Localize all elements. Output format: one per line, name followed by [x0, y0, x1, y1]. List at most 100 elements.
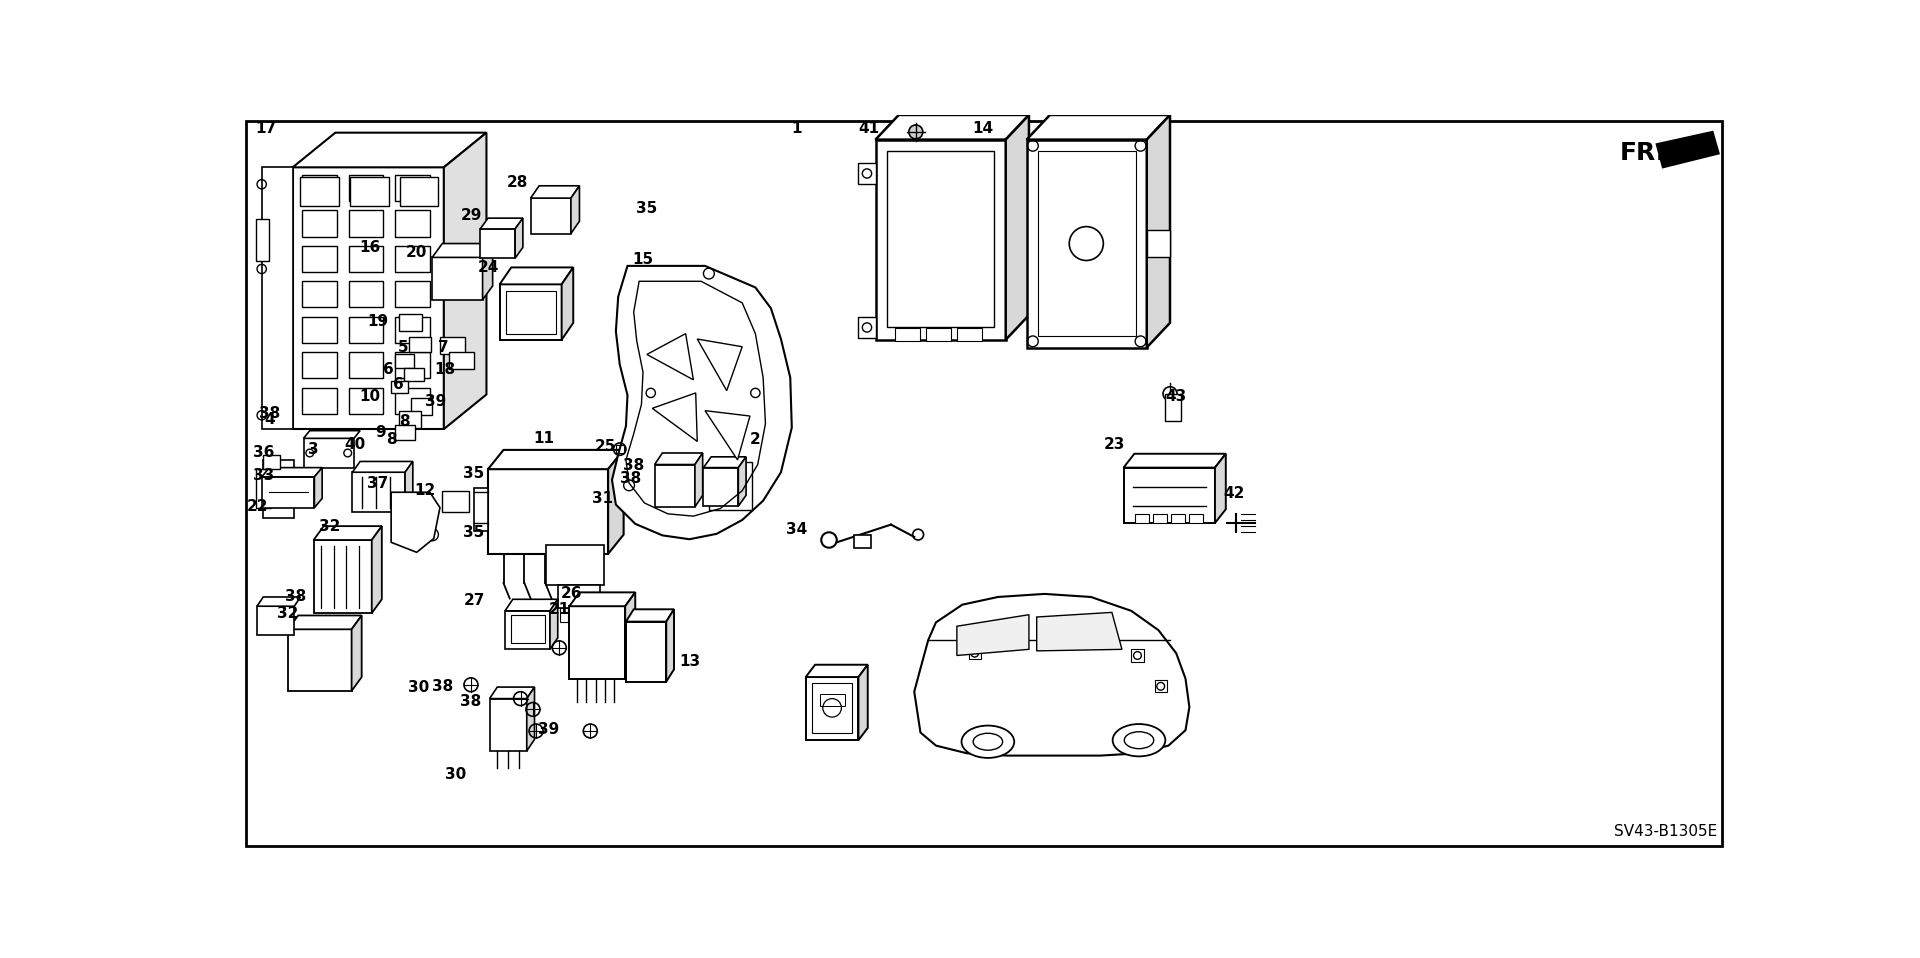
Bar [490, 698, 526, 751]
Bar [442, 490, 468, 513]
Polygon shape [261, 468, 323, 477]
Polygon shape [914, 594, 1188, 756]
Text: 11: 11 [534, 431, 555, 445]
Polygon shape [626, 592, 636, 679]
Polygon shape [292, 132, 486, 168]
Bar [616, 445, 624, 453]
Bar [858, 163, 876, 184]
Text: 31: 31 [591, 490, 612, 506]
Polygon shape [549, 600, 557, 650]
Text: 35: 35 [463, 466, 484, 481]
Bar [257, 606, 294, 635]
Polygon shape [1027, 115, 1169, 140]
Polygon shape [570, 592, 636, 606]
Polygon shape [612, 266, 791, 539]
Bar [449, 353, 474, 369]
Text: 38: 38 [620, 471, 641, 486]
Polygon shape [876, 115, 1029, 140]
Text: 39: 39 [424, 394, 445, 409]
Text: 8: 8 [399, 414, 409, 429]
Bar [409, 336, 430, 353]
Bar [349, 353, 384, 378]
Bar [530, 198, 570, 234]
Polygon shape [480, 218, 522, 229]
Bar [593, 607, 601, 622]
Text: 36: 36 [253, 445, 275, 460]
Bar [505, 290, 557, 333]
Bar [570, 606, 626, 679]
Text: 18: 18 [434, 361, 455, 376]
Text: 42: 42 [1223, 487, 1244, 501]
Ellipse shape [962, 725, 1014, 758]
Polygon shape [705, 411, 751, 460]
Bar [806, 677, 858, 741]
Ellipse shape [1125, 732, 1154, 748]
Bar [557, 584, 601, 607]
Polygon shape [858, 665, 868, 741]
Bar [411, 399, 432, 415]
Bar [499, 285, 563, 340]
Bar [405, 368, 424, 381]
Text: 30: 30 [407, 680, 428, 696]
Text: 33: 33 [253, 468, 275, 483]
Bar [887, 151, 995, 327]
Bar [292, 168, 444, 429]
Text: 19: 19 [367, 314, 388, 329]
Bar [1027, 140, 1146, 348]
Polygon shape [570, 186, 580, 234]
Bar [570, 607, 578, 622]
Polygon shape [1146, 115, 1169, 348]
Text: 26: 26 [561, 586, 582, 602]
Bar [399, 176, 438, 206]
Bar [858, 317, 876, 338]
Bar [626, 622, 666, 682]
Text: 29: 29 [461, 208, 482, 222]
Polygon shape [609, 450, 624, 554]
Bar [488, 469, 609, 554]
Polygon shape [739, 457, 747, 506]
Bar [392, 380, 409, 393]
Bar [708, 462, 751, 510]
Polygon shape [697, 339, 743, 391]
Text: 38: 38 [259, 406, 280, 422]
Bar [261, 477, 315, 508]
Text: 10: 10 [359, 389, 380, 403]
Bar [396, 175, 430, 201]
Polygon shape [526, 687, 534, 751]
Polygon shape [1215, 454, 1225, 523]
Bar [301, 211, 336, 237]
Text: 1: 1 [791, 122, 803, 136]
Text: 41: 41 [858, 122, 879, 136]
Polygon shape [405, 462, 413, 513]
Polygon shape [956, 615, 1029, 655]
Bar [703, 468, 739, 506]
Text: 30: 30 [445, 766, 467, 782]
Bar [396, 388, 430, 414]
Bar [396, 353, 430, 378]
Bar [263, 460, 294, 517]
Bar [349, 246, 384, 272]
Polygon shape [626, 609, 674, 622]
Text: 22: 22 [246, 498, 267, 513]
Bar [399, 411, 420, 428]
Bar [655, 465, 695, 507]
Bar [474, 489, 488, 531]
Text: 25: 25 [595, 439, 616, 453]
Text: 38: 38 [624, 458, 645, 473]
Text: 32: 32 [276, 606, 300, 622]
Text: 34: 34 [785, 522, 806, 536]
Bar [1146, 231, 1169, 258]
Text: 43: 43 [1165, 389, 1187, 403]
Polygon shape [666, 609, 674, 682]
Bar [396, 246, 430, 272]
Bar [263, 455, 280, 469]
Bar [349, 176, 388, 206]
Polygon shape [655, 453, 703, 465]
Bar [313, 540, 372, 613]
Bar [1123, 468, 1215, 523]
Bar [480, 229, 515, 258]
Polygon shape [505, 600, 557, 611]
Ellipse shape [973, 733, 1002, 750]
Text: FR.: FR. [1620, 142, 1667, 166]
Text: 8: 8 [386, 432, 397, 447]
